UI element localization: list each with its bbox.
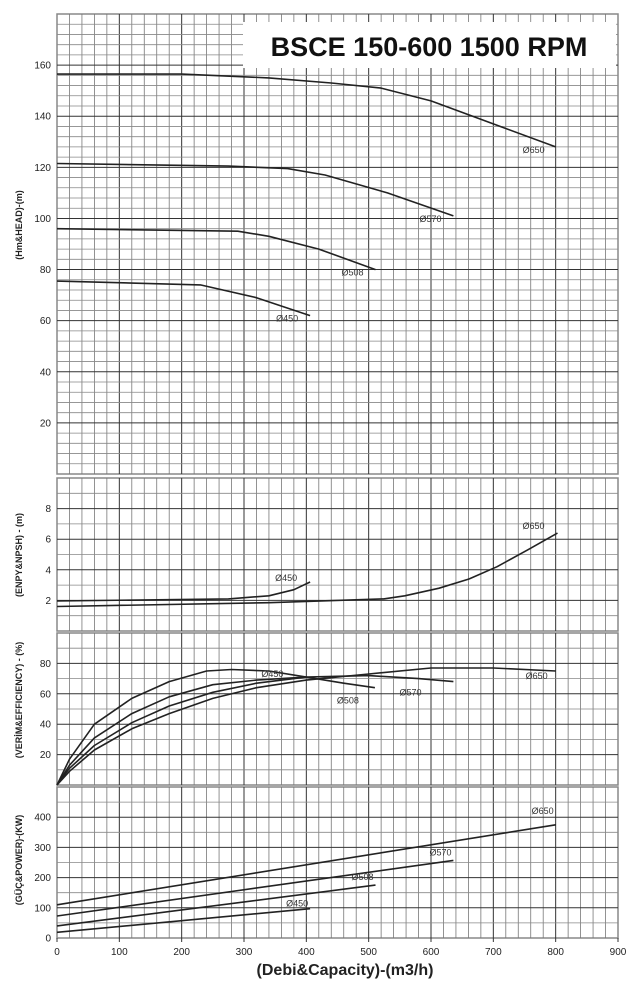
y-tick-label: 20: [40, 418, 52, 429]
x-tick-label: 600: [423, 947, 440, 958]
y-tick-label: 80: [40, 659, 52, 670]
y-tick-label: 300: [34, 843, 51, 854]
npsh-curve-label: Ø650: [523, 521, 545, 531]
y-tick-label: 200: [34, 873, 51, 884]
power-curve-label: Ø570: [429, 847, 451, 857]
y-tick-label: 20: [40, 750, 52, 761]
x-axis-ticks: 0 100 200 300 400 500 600 700 800 900: [54, 938, 627, 958]
y-tick-label: 140: [34, 112, 51, 123]
head-curve-d650: [57, 73, 556, 148]
efficiency-curve-label: Ø450: [261, 669, 283, 679]
y-tick-label: 60: [40, 689, 52, 700]
title-box: [243, 22, 616, 68]
npsh-curve-d450: [56, 581, 311, 602]
y-tick-label: 160: [34, 61, 51, 72]
power-panel: 0 100 200 300 400 (GÜÇ&POWER)-(KW) Ø650 Ø570 Ø50…: [14, 786, 619, 945]
power-y-axis-label: (GÜÇ&POWER)-(KW): [14, 815, 24, 905]
npsh-curve-d650: [56, 532, 558, 608]
head-curve-d570: [56, 162, 454, 217]
y-tick-label: 40: [40, 720, 52, 731]
power-curve-label: Ø650: [532, 806, 554, 816]
head-curve-label: Ø650: [523, 145, 545, 155]
x-tick-label: 800: [547, 947, 564, 958]
efficiency-curve-d650: [56, 667, 556, 786]
head-curve-label: Ø508: [342, 268, 364, 278]
efficiency-curve-d508: [56, 676, 376, 786]
head-panel: 20 40 60 80 100 120 140 160 (Hm&HEAD)-(m) Ø650 Ø57…: [14, 13, 619, 475]
power-curve-label: Ø508: [352, 872, 374, 882]
x-tick-label: 400: [298, 947, 315, 958]
y-tick-label: 40: [40, 367, 52, 378]
x-tick-label: 200: [173, 947, 190, 958]
y-tick-label: 100: [34, 903, 51, 914]
x-tick-label: 300: [236, 947, 253, 958]
power-curve-d450: [56, 907, 311, 934]
power-curve-d570: [56, 859, 454, 917]
y-tick-label: 2: [45, 596, 51, 607]
y-tick-label: 8: [45, 504, 51, 515]
head-curve-label: Ø570: [419, 214, 441, 224]
y-tick-label: 4: [45, 565, 51, 576]
x-tick-label: 700: [485, 947, 502, 958]
npsh-y-axis-label: (ENPY&NPSH) - (m): [14, 513, 24, 597]
power-curve-d508: [56, 884, 376, 927]
efficiency-panel: 20 40 60 80 (VERİM&EFFICIENCY) - (%) Ø450 Ø508…: [14, 632, 619, 786]
x-tick-label: 900: [610, 947, 627, 958]
y-tick-label: 100: [34, 214, 51, 225]
efficiency-curve-label: Ø650: [526, 671, 548, 681]
efficiency-curve-label: Ø570: [399, 688, 421, 698]
chart-title: BSCE 150-600 1500 RPM: [271, 32, 588, 62]
head-y-axis-label: (Hm&HEAD)-(m): [14, 190, 24, 260]
y-tick-label: 60: [40, 316, 52, 327]
head-curve-d508: [56, 227, 376, 271]
x-tick-label: 100: [111, 947, 128, 958]
y-tick-label: 80: [40, 265, 52, 276]
y-tick-label: 400: [34, 813, 51, 824]
y-tick-label: 0: [45, 934, 51, 945]
x-tick-label: 0: [54, 947, 60, 958]
power-curve-d650: [56, 824, 556, 906]
efficiency-y-axis-label: (VERİM&EFFICIENCY) - (%): [14, 642, 24, 759]
head-curve-label: Ø450: [276, 314, 298, 324]
head-curve-d450: [56, 280, 311, 317]
y-tick-label: 6: [45, 535, 51, 546]
npsh-curve-label: Ø450: [275, 573, 297, 583]
x-axis-label: (Debi&Capacity)-(m3/h): [257, 962, 434, 979]
power-curve-label: Ø450: [286, 899, 308, 909]
head-plot-area: [56, 13, 619, 475]
npsh-panel: 2 4 6 8 (ENPY&NPSH) - (m) Ø650 Ø450: [14, 477, 619, 632]
efficiency-curve-d450: [56, 668, 307, 786]
efficiency-curve-label: Ø508: [337, 696, 359, 706]
x-tick-label: 500: [360, 947, 377, 958]
efficiency-curve-d570: [56, 674, 454, 786]
y-tick-label: 120: [34, 163, 51, 174]
